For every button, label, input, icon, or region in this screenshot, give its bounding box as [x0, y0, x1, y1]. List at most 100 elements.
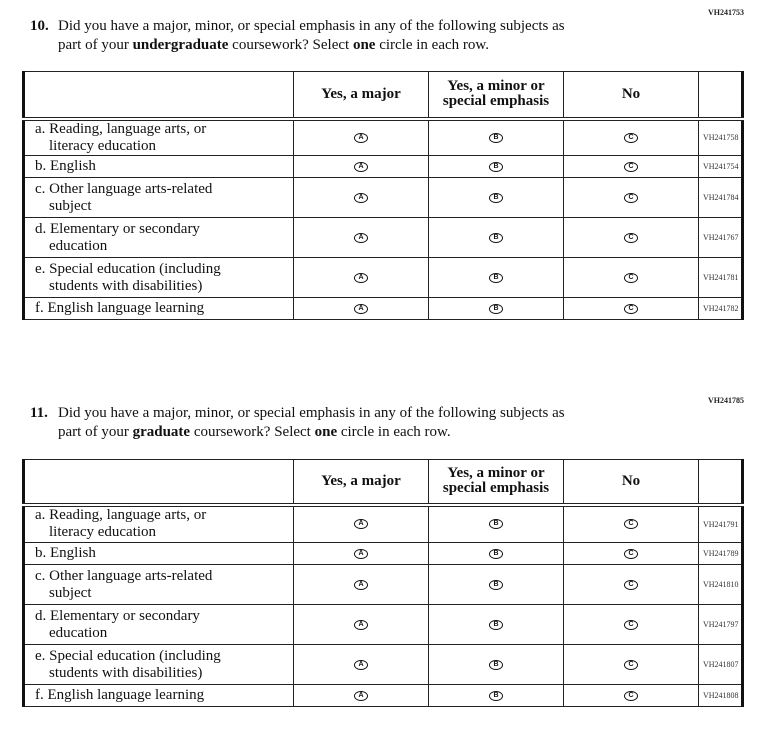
- option-cell: C: [563, 118, 699, 156]
- response-bubble-a[interactable]: A: [354, 690, 368, 701]
- option-cell: C: [563, 644, 699, 685]
- option-cell: C: [563, 504, 699, 543]
- question-line: Did you have a major, minor, or special …: [58, 18, 565, 34]
- response-bubble-a[interactable]: A: [354, 161, 368, 172]
- option-cell: A: [293, 257, 429, 298]
- item-code: VH241807: [698, 644, 743, 685]
- item-code: VH241808: [698, 684, 743, 707]
- row-label-line: c. Other language arts-related: [35, 180, 213, 197]
- row-label-line: e. Special education (including: [35, 260, 221, 277]
- response-bubble-c[interactable]: C: [624, 272, 638, 283]
- option-cell: A: [293, 542, 429, 565]
- response-bubble-a[interactable]: A: [354, 192, 368, 203]
- item-code: VH241767: [698, 217, 743, 258]
- row-label-line: education: [49, 624, 108, 641]
- row-label-line: e. Special education (including: [35, 647, 221, 664]
- row-label-line: subject: [49, 197, 92, 214]
- response-bubble-c[interactable]: C: [624, 548, 638, 559]
- response-bubble-b[interactable]: B: [489, 690, 503, 701]
- text: coursework? Select: [228, 37, 353, 53]
- row-label: f. English language learning: [23, 297, 294, 320]
- question-code: VH241785: [708, 396, 744, 405]
- table-row: e. Special education (including students …: [23, 257, 743, 298]
- response-bubble-c[interactable]: C: [624, 192, 638, 203]
- option-cell: B: [428, 217, 564, 258]
- option-cell: B: [428, 542, 564, 565]
- question-line: part of your undergraduate coursework? S…: [30, 36, 670, 55]
- option-cell: C: [563, 604, 699, 645]
- row-label: f. English language learning: [23, 684, 294, 707]
- row-label-line: literacy education: [49, 524, 157, 541]
- response-bubble-a[interactable]: A: [354, 548, 368, 559]
- table-row: d. Elementary or secondary education A B C VH…: [23, 604, 743, 645]
- option-cell: B: [428, 297, 564, 320]
- response-bubble-b[interactable]: B: [489, 303, 503, 314]
- header-blank: [23, 459, 294, 505]
- option-cell: A: [293, 217, 429, 258]
- response-bubble-b[interactable]: B: [489, 579, 503, 590]
- response-bubble-b[interactable]: B: [489, 659, 503, 670]
- option-cell: C: [563, 155, 699, 178]
- item-code: VH241784: [698, 177, 743, 218]
- response-bubble-b[interactable]: B: [489, 192, 503, 203]
- response-bubble-c[interactable]: C: [624, 132, 638, 143]
- option-cell: A: [293, 684, 429, 707]
- item-code: VH241781: [698, 257, 743, 298]
- response-bubble-c[interactable]: C: [624, 161, 638, 172]
- option-cell: C: [563, 564, 699, 605]
- option-cell: A: [293, 177, 429, 218]
- response-bubble-a[interactable]: A: [354, 659, 368, 670]
- question-text: 10. Did you have a major, minor, or speci…: [30, 17, 670, 55]
- response-bubble-a[interactable]: A: [354, 232, 368, 243]
- option-cell: B: [428, 684, 564, 707]
- response-bubble-b[interactable]: B: [489, 232, 503, 243]
- response-bubble-a[interactable]: A: [354, 132, 368, 143]
- response-bubble-b[interactable]: B: [489, 619, 503, 630]
- row-label-line: c. Other language arts-related: [35, 567, 213, 584]
- response-bubble-c[interactable]: C: [624, 232, 638, 243]
- text: part of your: [58, 424, 133, 440]
- emphasis: one: [314, 424, 338, 440]
- header-row: Yes, a major Yes, a minor or special emph…: [23, 459, 743, 505]
- header-blank: [698, 459, 743, 505]
- row-label-line: students with disabilities): [49, 664, 203, 681]
- column-header: Yes, a major: [293, 459, 429, 505]
- response-bubble-b[interactable]: B: [489, 161, 503, 172]
- text: coursework? Select: [190, 424, 315, 440]
- table-row: f. English language learning A B C VH241782: [23, 297, 743, 320]
- response-bubble-b[interactable]: B: [489, 519, 503, 530]
- row-label-line: a. Reading, language arts, or: [35, 120, 207, 137]
- response-bubble-c[interactable]: C: [624, 619, 638, 630]
- response-bubble-c[interactable]: C: [624, 579, 638, 590]
- item-code: VH241789: [698, 542, 743, 565]
- option-cell: A: [293, 564, 429, 605]
- response-bubble-b[interactable]: B: [489, 272, 503, 283]
- row-label: b. English: [23, 542, 294, 565]
- table-row: b. English A B C VH241754: [23, 155, 743, 178]
- text: circle in each row.: [337, 424, 451, 440]
- option-cell: C: [563, 257, 699, 298]
- response-bubble-c[interactable]: C: [624, 519, 638, 530]
- column-header: No: [563, 459, 699, 505]
- row-label-line: literacy education: [49, 137, 157, 154]
- option-cell: C: [563, 297, 699, 320]
- emphasis: undergraduate: [132, 37, 229, 53]
- response-bubble-a[interactable]: A: [354, 272, 368, 283]
- item-code: VH241758: [698, 118, 743, 156]
- response-bubble-c[interactable]: C: [624, 659, 638, 670]
- response-bubble-a[interactable]: A: [354, 519, 368, 530]
- row-label: d. Elementary or secondary education: [23, 217, 294, 258]
- response-bubble-a[interactable]: A: [354, 303, 368, 314]
- row-label: e. Special education (including students …: [23, 257, 294, 298]
- response-bubble-a[interactable]: A: [354, 579, 368, 590]
- response-bubble-c[interactable]: C: [624, 303, 638, 314]
- question-text: 11. Did you have a major, minor, or speci…: [30, 404, 670, 442]
- response-bubble-b[interactable]: B: [489, 548, 503, 559]
- response-bubble-c[interactable]: C: [624, 690, 638, 701]
- option-cell: B: [428, 118, 564, 156]
- option-cell: B: [428, 604, 564, 645]
- response-bubble-b[interactable]: B: [489, 132, 503, 143]
- response-bubble-a[interactable]: A: [354, 619, 368, 630]
- item-code: VH241797: [698, 604, 743, 645]
- item-code: VH241754: [698, 155, 743, 178]
